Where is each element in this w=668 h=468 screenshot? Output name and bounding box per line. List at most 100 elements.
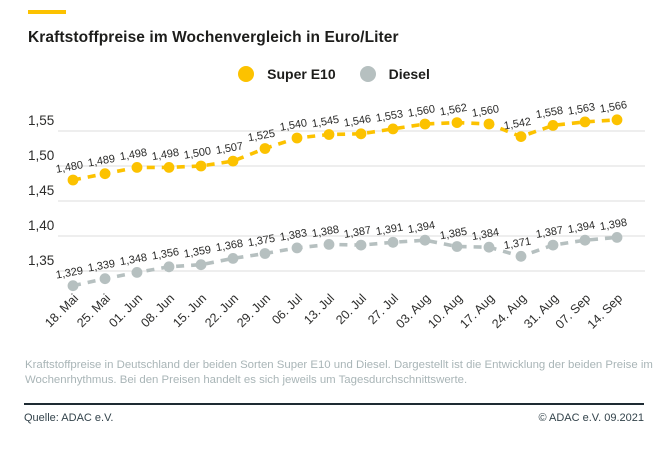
data-point-label: 1,391 [375, 222, 404, 239]
data-point-label: 1,545 [311, 114, 340, 131]
legend-item-super-e10: Super E10 [238, 66, 336, 82]
data-point-super-e10 [131, 162, 143, 173]
data-point-diesel [515, 250, 527, 262]
data-point-label: 1,329 [55, 265, 84, 282]
x-tick-label: 13. Jul [301, 291, 337, 327]
data-point-label: 1,368 [215, 238, 244, 255]
data-point-super-e10 [355, 128, 367, 140]
data-point-super-e10 [323, 129, 335, 140]
data-point-label: 1,525 [247, 128, 276, 145]
data-point-label: 1,375 [247, 233, 276, 250]
x-tick-label: 24. Aug [489, 291, 529, 331]
x-tick-label: 10. Aug [425, 291, 465, 331]
data-point-diesel [67, 280, 79, 292]
data-point-diesel [259, 248, 271, 259]
legend-item-diesel: Diesel [359, 66, 430, 82]
data-point-super-e10 [163, 162, 175, 173]
data-point-label: 1,387 [343, 224, 372, 241]
footer-divider [24, 403, 644, 405]
data-point-label: 1,507 [215, 140, 244, 157]
data-point-label: 1,394 [407, 219, 436, 236]
data-point-label: 1,339 [87, 258, 116, 275]
data-point-label: 1,560 [471, 103, 500, 120]
data-point-label: 1,387 [535, 224, 564, 241]
footnote-text: Kraftstoffpreise in Deutschland der beid… [25, 359, 653, 386]
data-point-label: 1,383 [279, 227, 308, 244]
data-point-diesel [419, 234, 431, 246]
source-text: Quelle: ADAC e.V. [24, 412, 114, 424]
data-point-label: 1,558 [535, 105, 564, 122]
data-point-diesel [131, 267, 143, 278]
legend-label: Super E10 [267, 66, 336, 82]
data-point-super-e10 [419, 118, 431, 130]
data-point-super-e10 [195, 160, 207, 172]
x-tick-label: 08. Jun [138, 291, 177, 330]
data-point-super-e10 [483, 118, 495, 130]
diesel-dot-icon [359, 66, 376, 82]
data-point-label: 1,563 [567, 101, 596, 118]
data-point-label: 1,562 [439, 102, 468, 119]
y-tick-label: 1,45 [28, 183, 54, 198]
data-point-label: 1,480 [55, 159, 84, 176]
data-point-diesel [227, 253, 239, 264]
data-point-diesel [611, 232, 623, 243]
page-title: Kraftstoffpreise im Wochenvergleich in E… [28, 29, 399, 46]
x-tick-label: 22. Jun [202, 291, 241, 330]
data-point-label: 1,371 [503, 236, 532, 253]
data-point-diesel [547, 239, 559, 251]
data-point-diesel [163, 261, 175, 273]
super-e10-dot-icon [238, 66, 255, 82]
data-point-label: 1,359 [183, 244, 212, 261]
data-point-label: 1,498 [151, 147, 180, 164]
x-tick-label: 01. Jun [106, 291, 145, 330]
data-point-label: 1,394 [567, 219, 596, 236]
x-tick-label: 14. Sep [585, 291, 625, 331]
x-tick-label: 03. Aug [393, 291, 433, 331]
data-point-super-e10 [227, 155, 239, 167]
data-point-diesel [483, 241, 495, 253]
data-point-super-e10 [387, 123, 399, 135]
data-point-label: 1,388 [311, 224, 340, 241]
x-tick-label: 17. Aug [457, 291, 497, 331]
data-point-super-e10 [99, 168, 111, 180]
data-point-super-e10 [547, 120, 559, 131]
data-point-diesel [451, 241, 463, 252]
data-point-label: 1,385 [439, 226, 468, 243]
y-tick-label: 1,55 [28, 113, 54, 128]
data-point-super-e10 [611, 114, 623, 126]
data-point-label: 1,546 [343, 113, 372, 130]
accent-dash [28, 10, 66, 14]
x-tick-label: 06. Jul [269, 291, 305, 327]
data-point-label: 1,553 [375, 108, 404, 125]
data-point-diesel [195, 259, 207, 271]
data-point-diesel [323, 239, 335, 250]
y-tick-label: 1,50 [28, 148, 54, 163]
data-point-super-e10 [291, 132, 303, 144]
data-point-diesel [579, 234, 591, 246]
data-point-super-e10 [579, 116, 591, 128]
data-point-label: 1,348 [119, 252, 148, 269]
data-point-label: 1,542 [503, 116, 532, 133]
data-point-diesel [387, 236, 399, 248]
data-point-label: 1,540 [279, 117, 308, 134]
data-point-label: 1,356 [151, 246, 180, 263]
series-line-diesel [72, 235, 618, 288]
data-point-label: 1,560 [407, 103, 436, 120]
x-tick-label: 29. Jun [234, 291, 273, 330]
y-tick-label: 1,35 [28, 253, 54, 268]
x-tick-label: 18. Mai [42, 291, 81, 330]
chart-legend: Super E10 Diesel [0, 66, 668, 82]
data-point-diesel [291, 242, 303, 254]
legend-label: Diesel [388, 66, 430, 82]
copyright-text: © ADAC e.V. 09.2021 [538, 412, 644, 424]
data-point-super-e10 [515, 131, 527, 142]
data-point-label: 1,566 [599, 99, 628, 116]
data-point-super-e10 [451, 117, 463, 128]
data-point-label: 1,500 [183, 145, 212, 162]
x-tick-label: 20. Jul [333, 291, 369, 327]
x-tick-label: 25. Mai [74, 291, 113, 330]
y-tick-label: 1,40 [28, 218, 54, 233]
data-point-label: 1,498 [119, 147, 148, 164]
